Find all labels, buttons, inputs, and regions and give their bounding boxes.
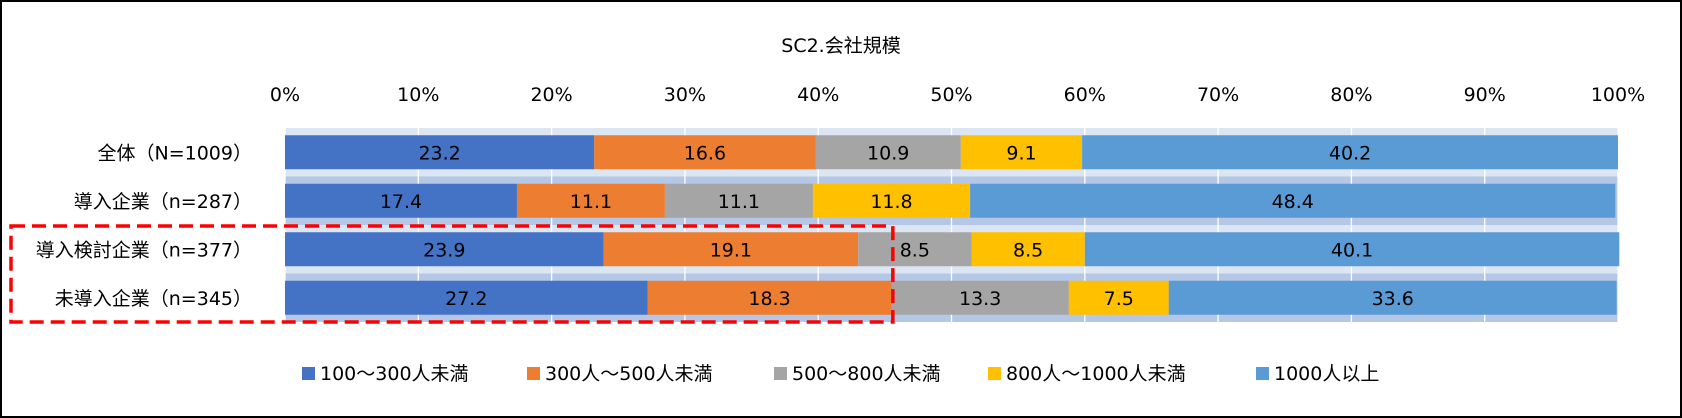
bar-segment bbox=[285, 232, 604, 267]
x-tick-label: 80% bbox=[1330, 84, 1372, 106]
x-tick-label: 10% bbox=[397, 84, 439, 106]
legend-label: 1000人以上 bbox=[1274, 363, 1379, 385]
legend-label: 800人～1000人未満 bbox=[1006, 363, 1186, 385]
bar-segment bbox=[516, 183, 665, 218]
bar-segment bbox=[285, 280, 648, 315]
category-label: 導入企業（n=287） bbox=[74, 191, 252, 213]
data-label: 17.4 bbox=[380, 191, 422, 213]
category-label: 全体（N=1009） bbox=[98, 142, 253, 164]
category-label: 導入検討企業（n=377） bbox=[36, 239, 252, 261]
bar-segment bbox=[971, 232, 1085, 267]
legend-swatch bbox=[1256, 367, 1269, 380]
data-label: 11.1 bbox=[718, 191, 760, 213]
bar-segment bbox=[891, 280, 1069, 315]
bar-segment bbox=[858, 232, 972, 267]
data-label: 11.1 bbox=[570, 191, 612, 213]
legend-swatch bbox=[988, 367, 1001, 380]
data-label: 10.9 bbox=[867, 142, 909, 164]
highlight-box bbox=[9, 224, 895, 324]
bar-segment bbox=[812, 183, 971, 218]
legend-label: 300人～500人未満 bbox=[545, 363, 713, 385]
data-label: 13.3 bbox=[959, 288, 1001, 310]
x-tick-label: 30% bbox=[664, 84, 706, 106]
bar-segment bbox=[647, 280, 892, 315]
data-label: 27.2 bbox=[445, 288, 487, 310]
data-label: 16.6 bbox=[684, 142, 726, 164]
legend-swatch bbox=[302, 367, 315, 380]
data-label: 18.3 bbox=[748, 288, 790, 310]
data-label: 48.4 bbox=[1272, 191, 1314, 213]
data-label: 7.5 bbox=[1104, 288, 1134, 310]
data-label: 23.9 bbox=[423, 239, 465, 261]
legend-label: 500～800人未満 bbox=[792, 363, 941, 385]
data-label: 33.6 bbox=[1372, 288, 1414, 310]
data-label: 8.5 bbox=[900, 239, 930, 261]
legend-swatch bbox=[774, 367, 787, 380]
x-tick-label: 20% bbox=[530, 84, 572, 106]
bar-segment bbox=[960, 135, 1083, 170]
bar-segment bbox=[664, 183, 813, 218]
legend-swatch bbox=[527, 367, 540, 380]
x-tick-label: 100% bbox=[1591, 84, 1645, 106]
x-tick-label: 50% bbox=[930, 84, 972, 106]
bar-segment bbox=[603, 232, 859, 267]
x-tick-label: 90% bbox=[1464, 84, 1506, 106]
bar-segment bbox=[1068, 280, 1169, 315]
bar-segment bbox=[594, 135, 816, 170]
data-label: 40.1 bbox=[1331, 239, 1373, 261]
bar-segment bbox=[1082, 135, 1618, 170]
bar-segment bbox=[1168, 280, 1617, 315]
bar-segment bbox=[1084, 232, 1620, 267]
bar-segment bbox=[285, 135, 595, 170]
data-label: 23.2 bbox=[418, 142, 460, 164]
x-tick-label: 40% bbox=[797, 84, 839, 106]
x-tick-label: 0% bbox=[270, 84, 300, 106]
data-label: 11.8 bbox=[870, 191, 912, 213]
category-label: 未導入企業（n=345） bbox=[55, 288, 252, 310]
bar-segment bbox=[285, 183, 517, 218]
data-label: 8.5 bbox=[1013, 239, 1043, 261]
bar-segment bbox=[970, 183, 1616, 218]
data-label: 40.2 bbox=[1329, 142, 1371, 164]
x-tick-label: 70% bbox=[1197, 84, 1239, 106]
data-label: 9.1 bbox=[1006, 142, 1036, 164]
data-label: 19.1 bbox=[710, 239, 752, 261]
x-tick-label: 60% bbox=[1064, 84, 1106, 106]
chart-title: SC2.会社規模 bbox=[781, 35, 900, 57]
legend-label: 100～300人未満 bbox=[320, 363, 469, 385]
bar-segment bbox=[815, 135, 961, 170]
